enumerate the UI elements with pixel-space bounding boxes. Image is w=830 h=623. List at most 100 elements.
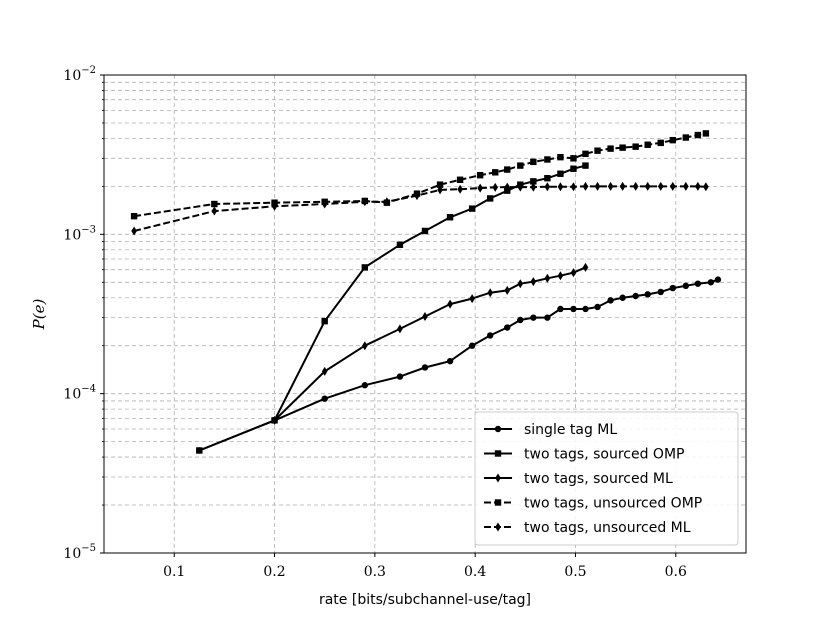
marker-diamond	[271, 415, 278, 425]
marker-diamond	[362, 197, 368, 207]
marker-square	[361, 264, 369, 271]
marker-square	[557, 170, 564, 177]
marker-square	[456, 176, 464, 183]
marker-circle	[517, 316, 524, 324]
marker-diamond	[495, 473, 501, 483]
marker-square	[494, 499, 502, 506]
legend-label: single tag ML	[524, 422, 617, 438]
marker-diamond	[517, 279, 524, 289]
marker-diamond	[422, 312, 428, 322]
marker-square	[530, 178, 537, 185]
marker-square	[657, 139, 664, 147]
marker-square	[594, 147, 601, 154]
marker-square	[211, 200, 218, 208]
marker-square	[544, 175, 551, 182]
marker-square	[492, 169, 499, 176]
marker-diamond	[504, 182, 511, 192]
marker-circle	[557, 305, 564, 313]
marker-square	[570, 165, 577, 172]
marker-circle	[657, 288, 664, 296]
marker-square	[544, 156, 551, 163]
marker-square	[694, 131, 702, 139]
marker-diamond	[271, 201, 278, 211]
marker-circle	[714, 276, 722, 283]
marker-diamond	[594, 181, 601, 191]
x-tick-label: 0.2	[263, 564, 285, 580]
marker-square	[702, 130, 710, 137]
marker-circle	[468, 342, 476, 349]
marker-diamond	[517, 182, 524, 192]
x-tick-label: 0.3	[364, 564, 386, 580]
marker-circle	[594, 303, 601, 311]
marker-circle	[321, 395, 328, 402]
grid	[104, 74, 746, 554]
marker-circle	[421, 364, 429, 371]
marker-diamond	[447, 299, 453, 309]
marker-diamond	[644, 181, 651, 191]
marker-circle	[396, 373, 404, 380]
series-line	[198, 164, 586, 452]
marker-diamond	[321, 199, 328, 209]
marker-circle	[707, 279, 715, 286]
marker-square	[468, 205, 476, 212]
legend-label: two tags, sourced OMP	[524, 447, 684, 463]
x-tick-label: 0.1	[163, 564, 185, 580]
marker-diamond	[530, 277, 537, 287]
marker-diamond	[504, 285, 511, 295]
marker-diamond	[469, 294, 475, 304]
marker-diamond	[492, 182, 499, 192]
marker-diamond	[544, 182, 551, 192]
marker-diamond	[487, 288, 494, 298]
legend: single tag ML two tags, sourced OMP two ta…	[474, 411, 739, 546]
marker-diamond	[557, 182, 564, 192]
marker-diamond	[437, 185, 443, 195]
marker-square	[644, 141, 651, 148]
marker-square	[570, 155, 577, 162]
marker-square	[632, 143, 639, 150]
marker-diamond	[570, 182, 577, 192]
marker-diamond	[582, 181, 589, 191]
marker-circle	[530, 314, 537, 321]
marker-circle	[644, 291, 651, 298]
marker-square	[130, 212, 138, 220]
marker-diamond	[657, 181, 664, 191]
marker-diamond	[495, 522, 501, 532]
series-two-tags-unsourced-ml	[131, 181, 709, 236]
marker-diamond	[321, 366, 328, 376]
marker-square	[682, 134, 690, 141]
marker-circle	[570, 305, 577, 313]
marker-diamond	[131, 226, 137, 236]
marker-circle	[607, 297, 614, 304]
marker-circle	[361, 382, 369, 389]
marker-diamond	[414, 191, 420, 201]
marker-diamond	[457, 184, 463, 194]
marker-diamond	[557, 271, 564, 281]
marker-diamond	[397, 324, 403, 334]
marker-diamond	[477, 183, 483, 193]
y-axis-label: P(e)	[30, 299, 48, 331]
series-layer	[130, 130, 722, 454]
y-tick-label: 10−4	[63, 384, 96, 403]
marker-square	[446, 214, 454, 221]
marker-circle	[504, 324, 511, 331]
marker-diamond	[695, 181, 701, 191]
y-tick-label: 10−2	[63, 65, 96, 84]
marker-diamond	[607, 181, 614, 191]
marker-square	[494, 450, 502, 457]
marker-diamond	[530, 182, 537, 192]
marker-diamond	[619, 181, 626, 191]
marker-diamond	[544, 273, 551, 283]
marker-diamond	[703, 182, 709, 192]
marker-diamond	[384, 197, 390, 207]
marker-circle	[669, 284, 676, 292]
y-tick-label: 10−3	[63, 224, 96, 243]
legend-label: two tags, unsourced OMP	[524, 496, 702, 512]
plot-frame	[103, 74, 747, 554]
marker-square	[607, 145, 614, 152]
marker-diamond	[632, 181, 639, 191]
marker-diamond	[582, 262, 589, 272]
y-tick-label: 10−5	[63, 543, 96, 562]
marker-circle	[632, 292, 639, 300]
marker-square	[619, 144, 626, 151]
marker-diamond	[211, 206, 218, 216]
